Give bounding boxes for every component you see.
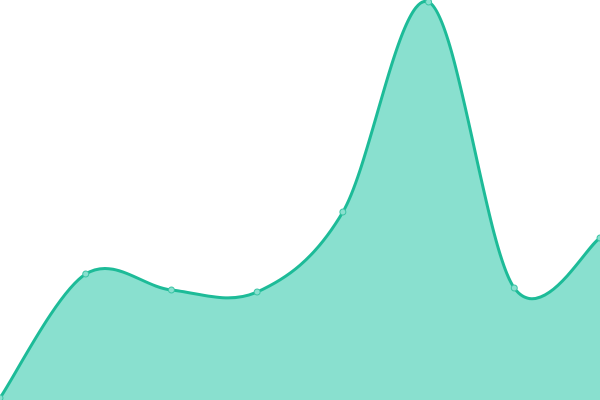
data-point-2 <box>167 286 175 294</box>
data-point-5 <box>425 0 433 6</box>
data-point-7 <box>596 234 600 242</box>
data-point-6 <box>510 284 518 292</box>
data-point-0 <box>0 394 4 400</box>
data-point-4 <box>339 208 347 216</box>
data-point-1 <box>82 270 90 278</box>
data-point-3 <box>253 288 261 296</box>
